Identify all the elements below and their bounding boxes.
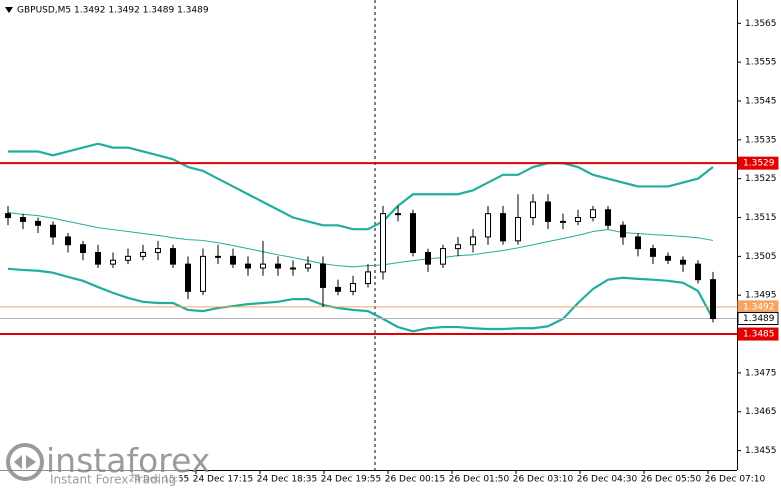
level-price-box [737, 156, 779, 170]
candle-body [50, 224, 56, 238]
axes: 1.3565 1.3555 1.3545 1.3535 1.3525 1.3515 1.35… [129, 19, 779, 485]
candle-body [605, 209, 611, 226]
x-tick-label: 24 Dec 17:15 [193, 475, 254, 485]
candle-body [635, 236, 641, 250]
candle-body [620, 224, 626, 238]
candle-body [185, 263, 191, 292]
band-line [7, 267, 714, 333]
y-tick-label: 1.3455 [745, 446, 777, 456]
candle-body [200, 255, 206, 292]
chart-title: GBPUSD,M5 1.3492 1.3492 1.3489 1.3489 [17, 6, 209, 16]
y-tick-label: 1.3495 [745, 291, 777, 301]
x-tick-label: 26 Dec 03:10 [513, 475, 574, 485]
x-tick-label: 24 Dec 18:35 [257, 475, 318, 485]
level-price-label: 1.3492 [743, 302, 775, 312]
candle-body [485, 213, 491, 238]
watermark-backdrop [0, 444, 180, 489]
candle-body [500, 213, 506, 242]
candle-body [110, 259, 116, 265]
candle-body [560, 220, 566, 223]
title-arrow [5, 7, 13, 13]
logo-ring [6, 443, 44, 481]
level-price-label: 1.3485 [743, 330, 775, 340]
candle-body [275, 263, 281, 269]
candle-body [290, 267, 296, 270]
watermark-tagline: Instant Forex Trading [50, 473, 176, 487]
candle-body [425, 251, 431, 265]
candle-body [695, 263, 701, 281]
logo-mark [14, 455, 36, 469]
candle-body [365, 271, 371, 285]
candle-body [245, 263, 251, 269]
candle-body [440, 248, 446, 265]
candle-body [530, 201, 536, 219]
candle-body [170, 248, 176, 265]
candle-body [350, 283, 356, 292]
level-price-box [737, 327, 779, 341]
level-price-box [737, 312, 779, 326]
candle-body [470, 236, 476, 246]
candle-body [650, 248, 656, 257]
candle-body [305, 263, 311, 269]
candle-body [455, 244, 461, 250]
y-tick-label: 1.3475 [745, 368, 777, 378]
candle-body [155, 248, 161, 253]
level-price-label: 1.3529 [743, 159, 775, 169]
y-tick-label: 1.3545 [745, 96, 777, 106]
candle-body [665, 255, 671, 261]
candle-body [95, 251, 101, 265]
watermark-brand: instaforex [46, 441, 210, 480]
x-tick-label: 26 Dec 05:50 [641, 475, 702, 485]
candle-body [260, 263, 266, 269]
band-line [8, 142, 714, 231]
candle-body [575, 217, 581, 222]
candle-body [410, 213, 416, 253]
candle-body [140, 251, 146, 257]
candle-body [20, 217, 26, 222]
candle-body [125, 255, 131, 261]
watermark: instaforex Instant Forex Trading [0, 441, 210, 489]
level-price-label: 1.3489 [743, 314, 775, 324]
candle-body [320, 263, 326, 288]
candle-body [215, 255, 221, 258]
band-line [7, 211, 714, 268]
candle-body [545, 201, 551, 222]
candle-body [5, 213, 11, 219]
candle-body [395, 213, 401, 216]
x-tick-label: 24 Dec 19:55 [321, 475, 382, 485]
x-tick-label: 26 Dec 07:10 [705, 475, 766, 485]
candle-body [65, 236, 71, 246]
candle-body [35, 220, 41, 226]
candle-body [680, 259, 686, 265]
y-tick-label: 1.3515 [745, 213, 777, 223]
plot-area [0, 142, 737, 336]
candle-body [710, 279, 716, 320]
x-tick-label: 26 Dec 04:30 [577, 475, 638, 485]
x-tick-label: 26 Dec 00:15 [385, 475, 446, 485]
y-tick-label: 1.3535 [745, 135, 777, 145]
candle-body [335, 286, 341, 292]
y-tick-label: 1.3505 [745, 252, 777, 262]
y-tick-label: 1.3525 [745, 174, 777, 184]
y-tick-label: 1.3555 [745, 58, 777, 68]
candle-body [380, 213, 386, 273]
x-tick-label: 26 Dec 01:50 [449, 475, 510, 485]
candle-body [590, 209, 596, 219]
y-tick-label: 1.3565 [745, 19, 777, 29]
candle-body [230, 255, 236, 265]
candle-body [80, 244, 86, 253]
y-tick-label: 1.3465 [745, 407, 777, 417]
candle-body [515, 217, 521, 242]
